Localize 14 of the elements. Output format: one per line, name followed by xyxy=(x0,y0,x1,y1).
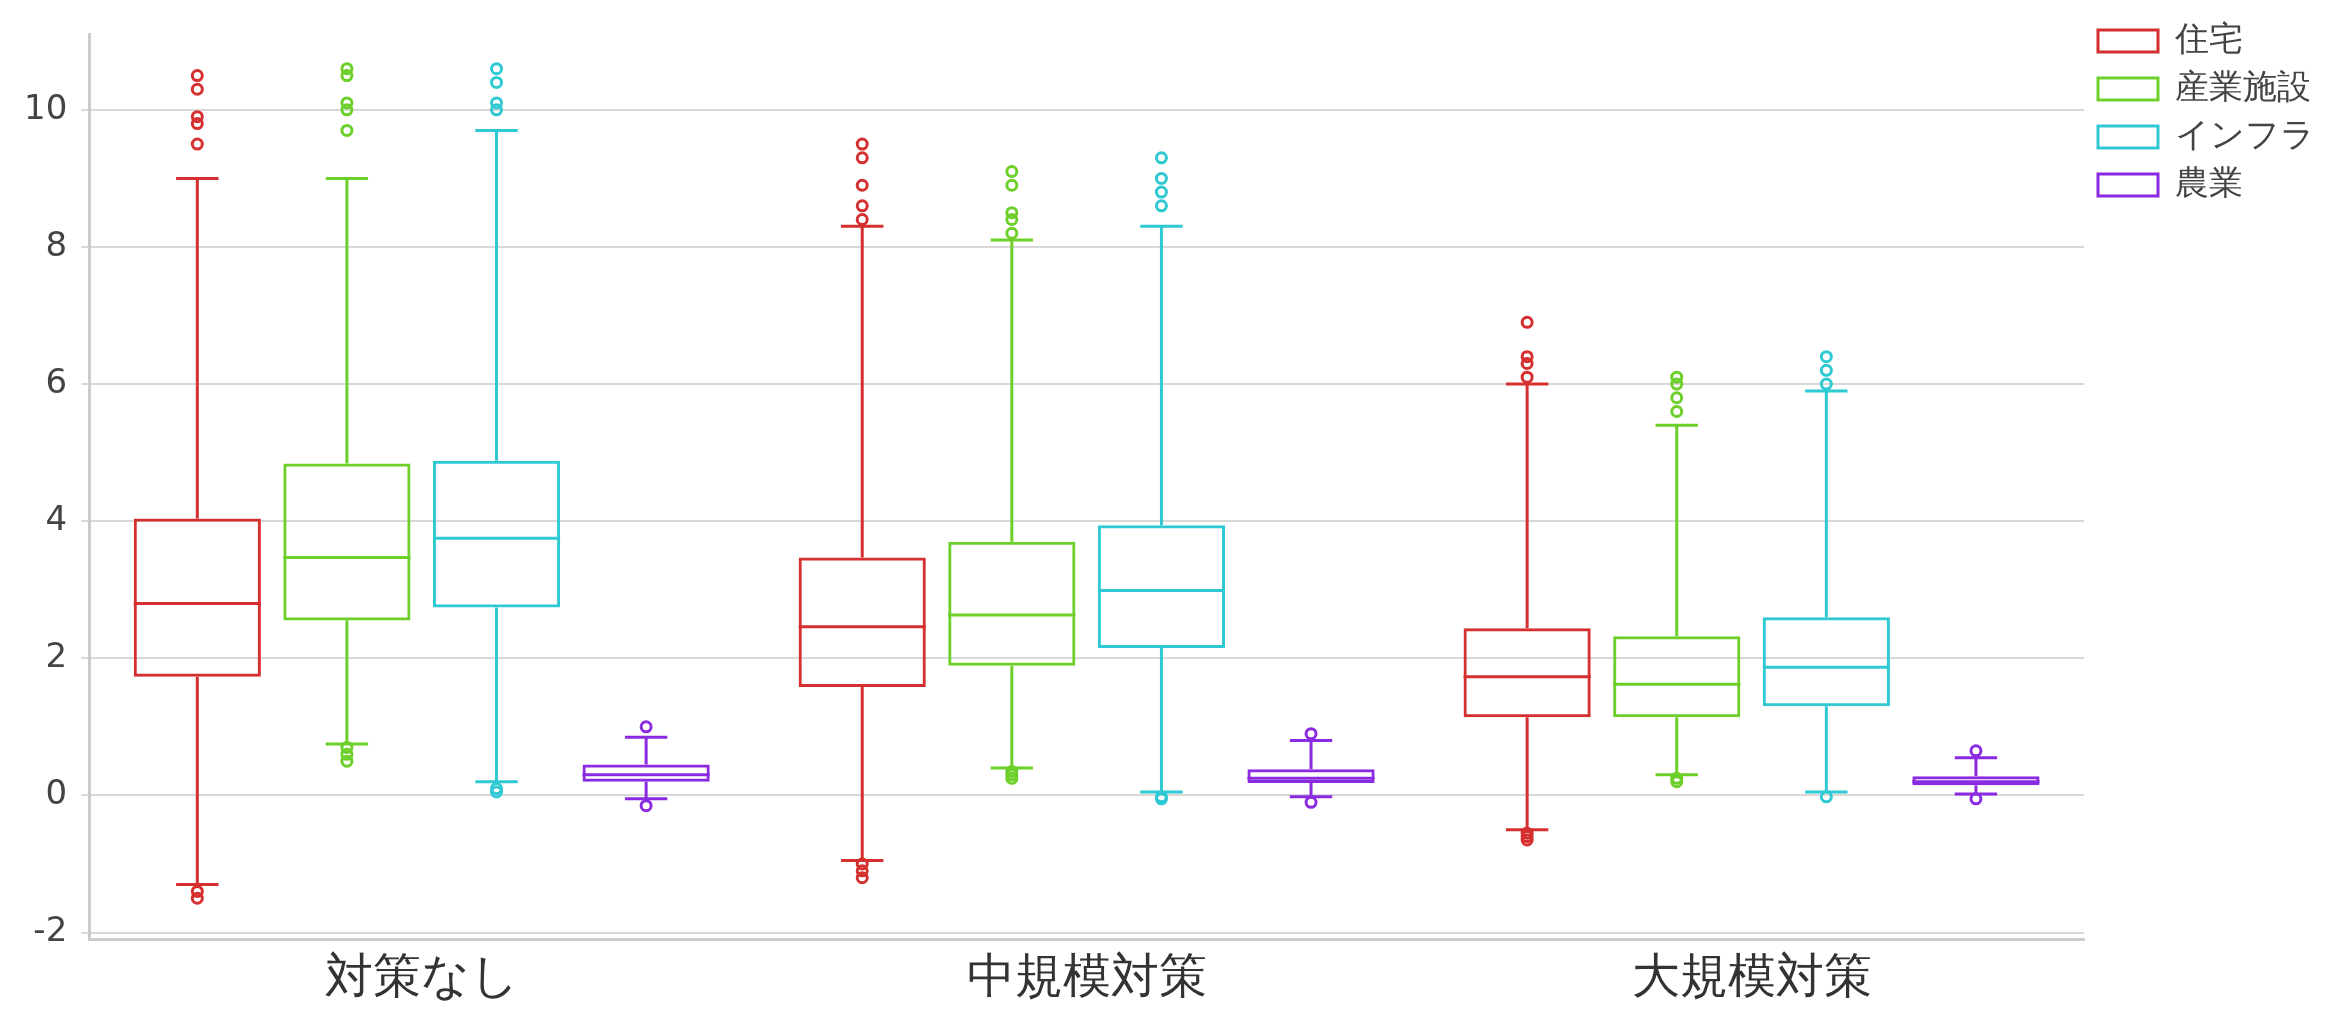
y-tick-label: 2 xyxy=(45,635,68,676)
x-tick-label: 対策なし xyxy=(324,946,519,1003)
y-tick-label: -2 xyxy=(33,909,68,950)
legend-label: 産業施設 xyxy=(2175,65,2311,106)
x-tick-label: 中規模対策 xyxy=(966,946,1207,1003)
x-tick-label: 大規模対策 xyxy=(1631,946,1872,1003)
y-tick-label: 6 xyxy=(45,360,68,401)
y-tick-label: 0 xyxy=(45,772,68,813)
legend-label: インフラ xyxy=(2175,113,2315,154)
legend-label: 住宅 xyxy=(2174,17,2243,58)
y-tick-label: 4 xyxy=(45,498,68,539)
y-tick-label: 8 xyxy=(45,223,68,264)
y-tick-label: 10 xyxy=(24,86,68,127)
legend-label: 農業 xyxy=(2175,161,2243,202)
